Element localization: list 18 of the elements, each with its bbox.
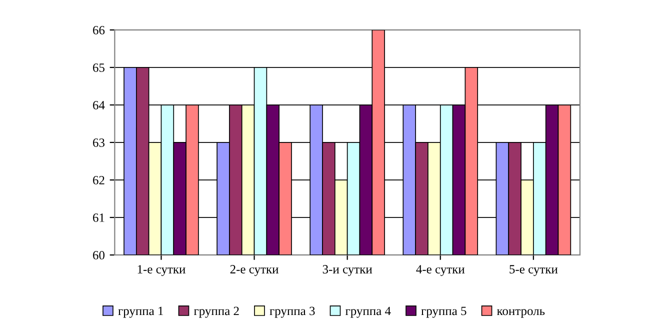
- x-tick-label: 4-е сутки: [416, 265, 465, 276]
- y-tick-label: 60: [93, 251, 104, 260]
- x-tick-label: 5-е сутки: [510, 265, 558, 276]
- y-tick-label: 64: [93, 101, 105, 110]
- x-tick-label: 1-е сутки: [138, 265, 186, 276]
- legend-label: группа 2: [194, 306, 239, 318]
- y-tick-label: 61: [93, 214, 104, 222]
- y-tick-label: 66: [93, 26, 105, 34]
- legend-label: группа 4: [345, 306, 391, 318]
- legend-label: группа 3: [270, 306, 315, 318]
- legend-label: группа 1: [118, 306, 163, 318]
- legend-label: контроль: [496, 309, 545, 318]
- y-tick-label: 63: [93, 138, 104, 147]
- legend-label: группа 5: [421, 306, 466, 318]
- y-tick-label: 62: [93, 176, 104, 184]
- x-tick-label: 3-и сутки: [322, 265, 372, 276]
- x-tick-label: 2-е сутки: [230, 265, 278, 276]
- y-tick-label: 65: [93, 64, 104, 72]
